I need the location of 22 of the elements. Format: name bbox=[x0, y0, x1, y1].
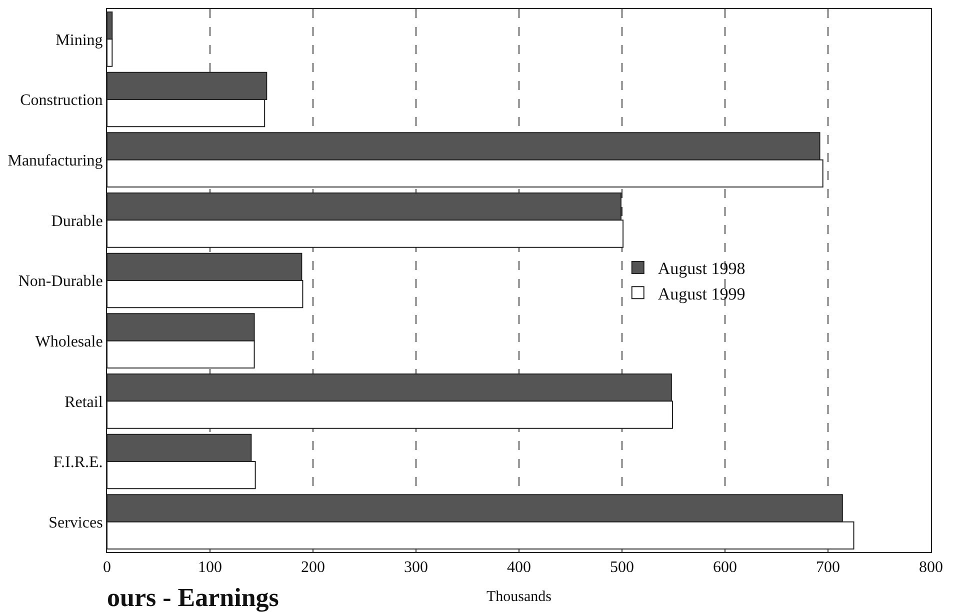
y-tick-label: Non-Durable bbox=[18, 273, 103, 290]
x-tick-label: 800 bbox=[919, 559, 943, 576]
legend-label: August 1999 bbox=[658, 284, 746, 304]
x-tick-label: 100 bbox=[198, 559, 222, 576]
x-tick-label: 200 bbox=[301, 559, 325, 576]
x-tick-label: 0 bbox=[103, 559, 111, 576]
x-tick-label: 400 bbox=[507, 559, 531, 576]
y-tick-label: Services bbox=[48, 514, 103, 532]
y-tick-label: Mining bbox=[56, 32, 103, 49]
x-tick-label: 600 bbox=[713, 559, 737, 576]
y-tick-label: Construction bbox=[20, 92, 103, 110]
y-tick-label: Wholesale bbox=[35, 333, 103, 350]
text: ours - Earnings bbox=[107, 582, 279, 612]
y-tick-label: Manufacturing bbox=[8, 152, 103, 170]
y-tick-label: Retail bbox=[64, 394, 104, 411]
x-tick-label: 700 bbox=[816, 559, 840, 576]
x-tick-label: 300 bbox=[404, 559, 428, 576]
x-tick-label: 500 bbox=[610, 559, 634, 576]
y-tick-label: F.I.R.E. bbox=[53, 454, 103, 472]
x-axis-title: Thousands bbox=[486, 589, 552, 606]
legend-label: August 1998 bbox=[658, 259, 746, 278]
y-tick-label: Durable bbox=[51, 212, 103, 230]
